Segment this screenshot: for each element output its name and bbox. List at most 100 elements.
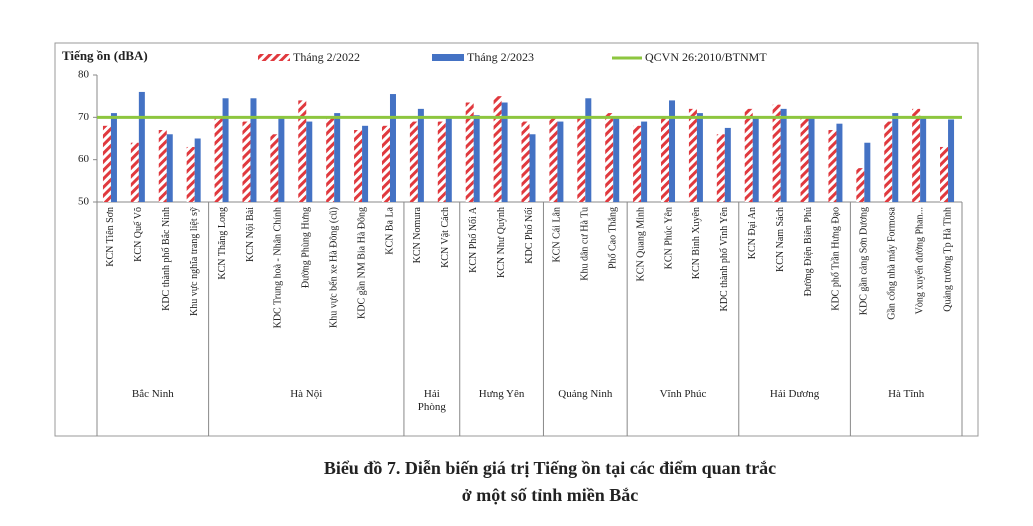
y-tick-label: 60 <box>78 153 90 165</box>
bar <box>549 117 558 202</box>
bar <box>613 117 620 202</box>
group-label-box: Hà Tĩnh <box>888 388 925 400</box>
bar <box>688 108 697 202</box>
group-label: Bắc Ninh <box>131 388 174 400</box>
bar <box>529 134 536 202</box>
group-label: Hưng Yên <box>478 388 525 400</box>
x-tick-label: KCN Quang Minh <box>635 207 646 281</box>
bar <box>669 100 676 202</box>
bar <box>389 94 396 202</box>
bar <box>940 146 949 202</box>
bar <box>856 168 865 202</box>
bar <box>214 117 223 202</box>
bar <box>473 115 480 202</box>
x-tick-label: Đường Điện Biên Phủ <box>803 207 814 296</box>
bar <box>186 146 195 202</box>
x-tick-label: Phố Cao Thắng <box>608 207 619 269</box>
x-tick-label: KCN Thăng Long <box>217 207 228 280</box>
x-tick-label: Gần cổng nhà máy Formosa <box>887 206 898 319</box>
x-tick-label: KCN Vật Cách <box>440 207 451 268</box>
x-tick-label: KCN Đại An <box>747 207 758 259</box>
bar <box>912 108 921 202</box>
x-tick-label: KCN Phố Nối A <box>468 206 479 273</box>
x-tick-label: KCN Nội Bài <box>245 207 256 262</box>
bar <box>641 121 648 202</box>
bar <box>250 98 257 202</box>
x-tick-label: KCN Tiên Sơn <box>105 207 116 267</box>
x-tick-label: KCN Nam Sách <box>775 207 786 272</box>
bar <box>130 142 139 202</box>
bar <box>354 130 363 202</box>
legend-label: QCVN 26:2010/BTNMT <box>645 50 767 64</box>
bar <box>744 108 753 202</box>
legend-swatch <box>258 54 290 61</box>
group-label: Hải Phòng <box>417 388 446 413</box>
x-tick-label: KDC gần cảng Sơn Dương <box>859 207 870 315</box>
caption: Biểu đồ 7. Diễn biến giá trị Tiếng ồn tạ… <box>324 458 776 478</box>
x-tick-label: KDC Trung hoà - Nhân Chính <box>273 207 284 328</box>
x-tick-label: KCN Như Quỳnh <box>496 207 507 278</box>
bar <box>864 142 871 202</box>
group-label-box: Quảng Ninh <box>558 388 613 400</box>
x-tick-label: KCN Bình Xuyên <box>691 207 702 279</box>
x-tick-label: Quảng trường Tp Hà Tĩnh <box>942 207 953 312</box>
group-label-box: Vĩnh Phúc <box>659 388 707 400</box>
bar <box>605 113 614 202</box>
bar <box>724 127 731 202</box>
x-tick-label: KCN Cái Lân <box>552 207 563 263</box>
bar <box>557 121 564 202</box>
x-tick-label: KDC phố Trần Hưng Đạo <box>831 207 842 311</box>
x-tick-label: Khu dân cư Hà Tu <box>580 207 591 281</box>
caption: ở một số tỉnh miền Bắc <box>462 485 638 505</box>
bar <box>661 117 670 202</box>
y-tick-label: 70 <box>78 111 90 123</box>
bar <box>884 121 893 202</box>
bar <box>948 119 955 202</box>
bar <box>242 121 251 202</box>
bar <box>437 121 446 202</box>
bar <box>222 98 229 202</box>
bar <box>808 117 815 202</box>
group-label: Quảng Ninh <box>558 388 613 400</box>
group-label-box: Hà Nội <box>290 388 322 400</box>
bar <box>417 108 424 202</box>
bar <box>445 117 452 202</box>
bar <box>298 100 307 202</box>
bar <box>521 121 530 202</box>
bar <box>278 117 285 202</box>
bar <box>828 130 837 202</box>
group-label-box: Hải Phòng <box>417 388 446 413</box>
bar <box>138 91 145 202</box>
bar <box>696 113 703 202</box>
y-tick-label: 50 <box>78 196 90 208</box>
bar <box>306 121 313 202</box>
x-tick-label: Khu vực bến xe Hà Đông (cũ) <box>328 207 339 328</box>
legend-swatch <box>432 54 464 61</box>
bar <box>493 96 502 202</box>
bar <box>633 125 642 202</box>
bar <box>920 117 927 202</box>
bar <box>326 117 335 202</box>
x-tick-label: KCN Quế Võ <box>133 207 144 262</box>
legend-label: Tháng 2/2023 <box>467 50 534 64</box>
bar <box>836 123 843 202</box>
group-label: Vĩnh Phúc <box>659 388 707 400</box>
bar <box>585 98 592 202</box>
bar <box>780 108 787 202</box>
bar <box>892 113 899 202</box>
x-tick-label: KDC Phố Nối <box>524 207 535 264</box>
bar <box>158 130 167 202</box>
legend-label: Tháng 2/2022 <box>293 50 360 64</box>
bar <box>716 134 725 202</box>
x-tick-label: KDC gần NM Bia Hà Đông <box>356 207 367 319</box>
bar <box>800 117 809 202</box>
bar <box>577 117 586 202</box>
bar <box>110 113 117 202</box>
group-label-box: Hải Dương <box>770 388 819 400</box>
group-label: Hà Tĩnh <box>888 388 925 400</box>
x-tick-label: KCN Phúc Yên <box>663 207 674 269</box>
y-tick-label: 80 <box>78 69 90 81</box>
bar <box>102 125 111 202</box>
group-label-box: Bắc Ninh <box>131 388 174 400</box>
